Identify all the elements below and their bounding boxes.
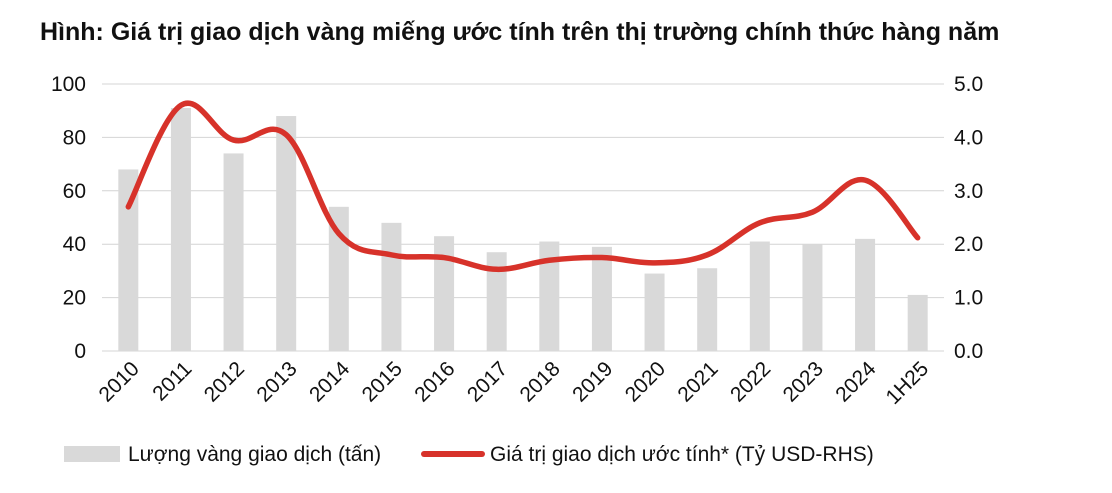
legend-swatch-bar xyxy=(64,446,120,462)
bar xyxy=(171,108,191,351)
bar xyxy=(908,295,928,351)
x-tick-label: 1H25 xyxy=(881,357,933,409)
x-tick-label: 2024 xyxy=(831,357,881,407)
x-tick-label: 2014 xyxy=(305,357,355,407)
right-tick-label: 5.0 xyxy=(954,73,983,96)
left-tick-label: 60 xyxy=(63,180,86,203)
left-tick-label: 0 xyxy=(74,340,86,363)
x-tick-label: 2011 xyxy=(148,357,196,405)
x-tick-label: 2012 xyxy=(200,357,249,406)
right-tick-label: 2.0 xyxy=(954,233,983,256)
right-tick-label: 4.0 xyxy=(954,126,983,149)
x-tick-label: 2010 xyxy=(95,357,144,406)
bar xyxy=(802,244,822,351)
bar xyxy=(276,116,296,351)
x-tick-label: 2018 xyxy=(516,357,565,406)
x-tick-label: 2016 xyxy=(410,357,459,406)
right-axis-tick-labels: 0.0 1.0 2.0 3.0 4.0 5.0 xyxy=(954,73,983,363)
legend-label-bar: Lượng vàng giao dịch (tấn) xyxy=(128,443,381,466)
left-tick-label: 80 xyxy=(63,126,86,149)
right-tick-label: 3.0 xyxy=(954,180,983,203)
legend: Lượng vàng giao dịch (tấn) Giá trị giao … xyxy=(64,443,874,466)
x-tick-label: 2015 xyxy=(358,357,407,406)
x-tick-label: 2017 xyxy=(463,357,512,406)
legend-label-line: Giá trị giao dịch ước tính* (Tỷ USD-RHS) xyxy=(490,443,874,466)
bar xyxy=(697,268,717,351)
x-tick-label: 2022 xyxy=(726,357,775,406)
bar xyxy=(592,247,612,351)
left-tick-label: 40 xyxy=(63,233,86,256)
bar-series xyxy=(118,108,927,351)
right-tick-label: 0.0 xyxy=(954,340,983,363)
bar xyxy=(750,242,770,351)
x-tick-label: 2019 xyxy=(568,357,617,406)
bar xyxy=(381,223,401,351)
right-tick-label: 1.0 xyxy=(954,287,983,310)
chart-title: Hình: Giá trị giao dịch vàng miếng ước t… xyxy=(40,18,999,46)
bar xyxy=(855,239,875,351)
bar xyxy=(645,274,665,351)
x-tick-label: 2013 xyxy=(252,357,301,406)
left-tick-label: 100 xyxy=(51,73,86,96)
bar xyxy=(224,153,244,351)
left-axis-tick-labels: 0 20 40 60 80 100 xyxy=(51,73,86,363)
x-tick-label: 2021 xyxy=(673,357,722,406)
bar xyxy=(434,236,454,351)
left-tick-label: 20 xyxy=(63,287,86,310)
x-tick-label: 2023 xyxy=(779,357,828,406)
x-tick-label: 2020 xyxy=(621,357,670,406)
